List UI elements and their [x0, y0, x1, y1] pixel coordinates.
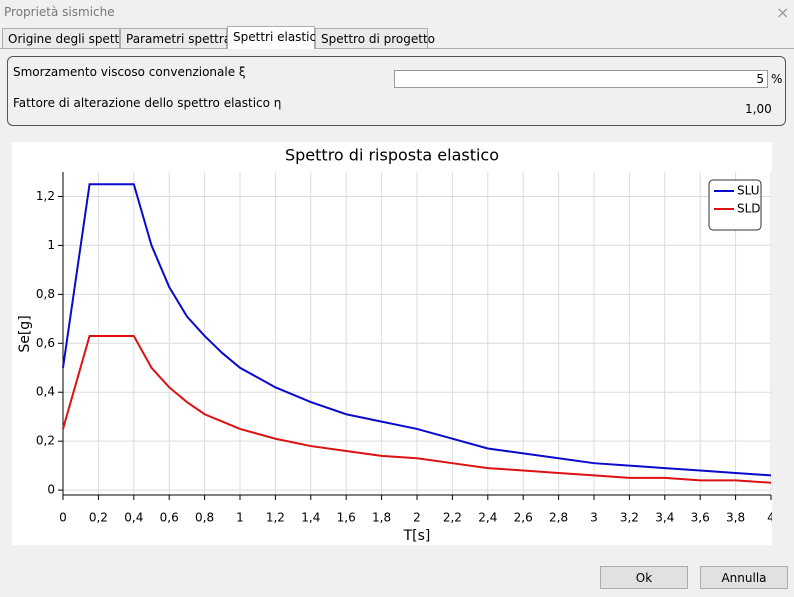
chart: Spettro di risposta elastico T[s] Se[g] … [12, 142, 772, 545]
legend-label: SLD [737, 202, 761, 216]
x-tick-label: 0,6 [160, 511, 179, 525]
x-axis-label: T[s] [403, 528, 431, 544]
y-tick-label: 0,8 [36, 287, 55, 301]
x-tick-label: 0,2 [89, 511, 108, 525]
x-tick-label: 3,6 [691, 511, 710, 525]
tab[interactable]: Spettri elastici [227, 26, 319, 49]
damping-input[interactable]: 5 [394, 70, 768, 88]
tab[interactable]: Origine degli spettri [2, 28, 128, 48]
y-tick-label: 0 [47, 483, 55, 497]
x-tick-label: 1,6 [337, 511, 356, 525]
x-tick-label: 2,6 [514, 511, 533, 525]
x-tick-label: 1,4 [301, 511, 320, 525]
unit: % [771, 72, 783, 86]
y-tick-label: 0,6 [36, 336, 55, 350]
y-tick-label: 0,2 [36, 434, 55, 448]
x-tick-label: 4 [767, 511, 772, 525]
field-value: 1,00 [745, 102, 772, 116]
tab[interactable]: Parametri spettrali [120, 28, 238, 48]
field-label: Smorzamento viscoso convenzionale ξ [13, 65, 246, 79]
x-tick-label: 3,4 [655, 511, 674, 525]
y-tick-label: 1 [47, 238, 55, 252]
y-axis-label: Se[g] [17, 315, 33, 352]
tab[interactable]: Spettro di progetto [315, 28, 435, 48]
window-title: Proprietà sismiche [4, 5, 115, 19]
series-line [62, 334, 772, 484]
x-tick-label: 3 [590, 511, 598, 525]
x-tick-label: 0 [59, 511, 67, 525]
parameters-panel [7, 56, 786, 126]
x-tick-label: 2,4 [478, 511, 497, 525]
legend-label: SLU [737, 184, 760, 198]
y-tick-label: 1,2 [36, 189, 55, 203]
x-tick-label: 2,2 [443, 511, 462, 525]
x-tick-label: 0,8 [195, 511, 214, 525]
x-tick-label: 2 [413, 511, 421, 525]
x-tick-label: 1 [236, 511, 244, 525]
x-tick-label: 2,8 [549, 511, 568, 525]
x-tick-label: 1,8 [372, 511, 391, 525]
close-button[interactable]: × [776, 3, 790, 22]
field-label: Fattore di alterazione dello spettro ela… [13, 96, 282, 110]
tab-line [0, 48, 794, 49]
x-tick-label: 3,8 [726, 511, 745, 525]
cancel-button[interactable]: Annulla [700, 566, 788, 589]
ok-button[interactable]: Ok [600, 566, 688, 589]
chart-title: Spettro di risposta elastico [285, 146, 499, 165]
series-line [62, 183, 772, 477]
x-tick-label: 3,2 [620, 511, 639, 525]
x-tick-label: 1,2 [266, 511, 285, 525]
legend-box [708, 179, 762, 231]
x-tick-label: 0,4 [124, 511, 143, 525]
y-tick-label: 0,4 [36, 385, 55, 399]
